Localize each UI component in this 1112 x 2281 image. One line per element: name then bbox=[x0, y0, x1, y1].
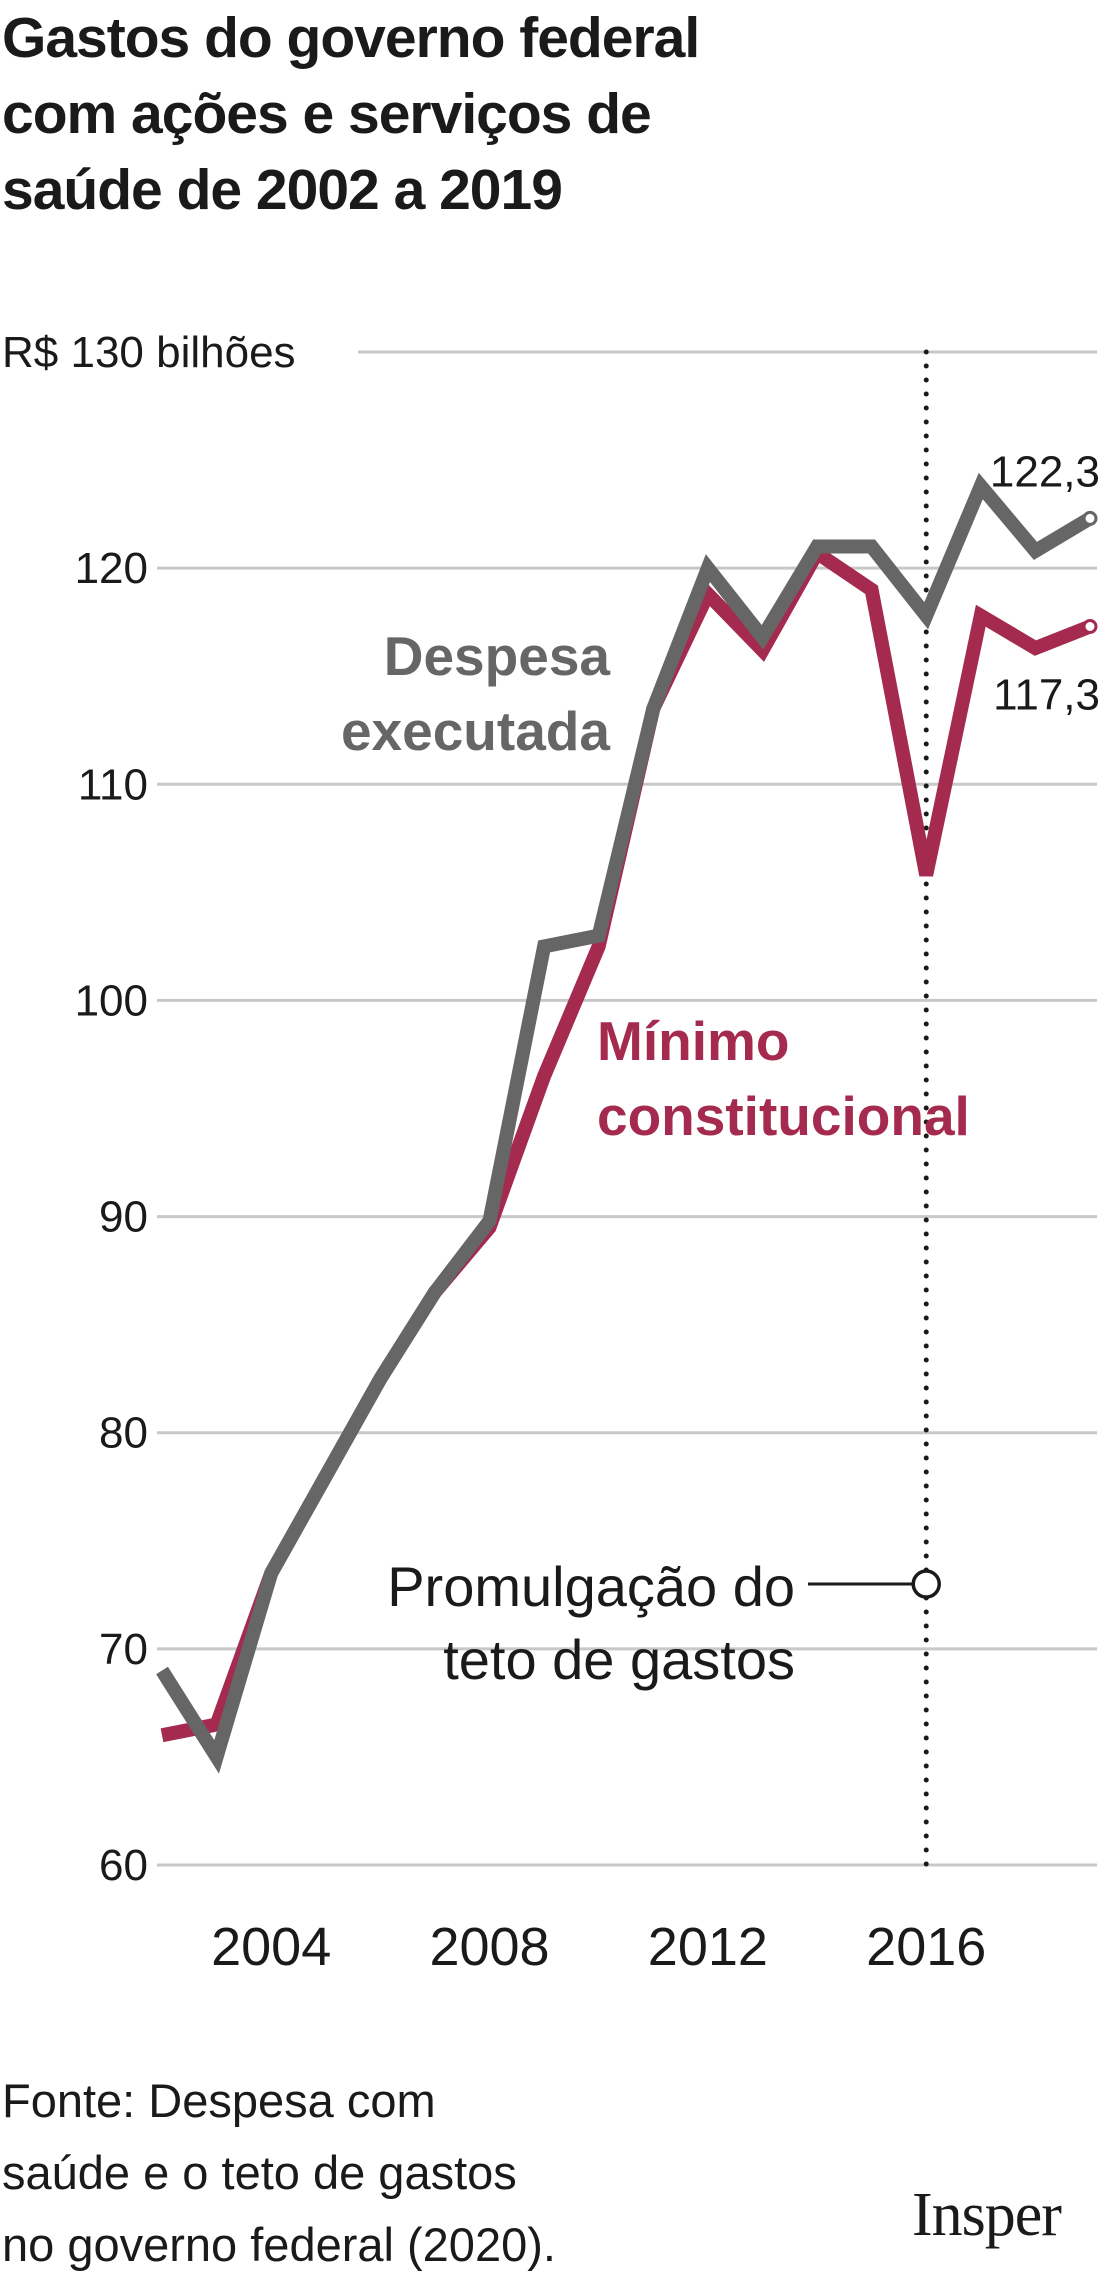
series-layer bbox=[156, 472, 1098, 1774]
y-axis-tick-labels: 60 70 80 90 100 110 120 R$ 130 bilhões bbox=[2, 328, 296, 1890]
end-label-despesa-executada: 122,3 bbox=[990, 447, 1100, 496]
x-tick-label-2008: 2008 bbox=[429, 1917, 549, 1977]
annotation-marker bbox=[911, 1569, 941, 1599]
y-tick-label-70: 70 bbox=[99, 1625, 148, 1674]
title-line-2: com ações e serviços de bbox=[2, 82, 652, 146]
series-label-despesa-line-2: executada bbox=[341, 700, 610, 762]
title-line-3: saúde de 2002 a 2019 bbox=[2, 158, 563, 222]
annotation-text-line-1: Promulgação do bbox=[387, 1555, 795, 1618]
y-tick-label-110: 110 bbox=[78, 760, 148, 809]
end-marker-despesa-executada bbox=[1082, 510, 1098, 526]
x-tick-label-2016: 2016 bbox=[866, 1917, 986, 1977]
source-line-3: no governo federal (2020). bbox=[2, 2218, 556, 2271]
source-line-2: saúde e o teto de gastos bbox=[2, 2146, 517, 2199]
series-label-minimo-line-1: Mínimo bbox=[597, 1010, 789, 1072]
x-tick-label-2004: 2004 bbox=[211, 1917, 331, 1977]
annotation-text-line-2: teto de gastos bbox=[443, 1628, 795, 1691]
y-tick-label-60: 60 bbox=[99, 1841, 148, 1890]
x-axis-tick-labels: 2004 2008 2012 2016 bbox=[211, 1917, 986, 1977]
source-line-1: Fonte: Despesa com bbox=[2, 2074, 436, 2127]
y-tick-label-120: 120 bbox=[75, 544, 148, 593]
y-tick-label-80: 80 bbox=[99, 1409, 148, 1458]
insper-logo: Insper bbox=[912, 2181, 1062, 2249]
title-line-1: Gastos do governo federal bbox=[2, 6, 700, 70]
series-line-despesa-executada bbox=[156, 472, 1094, 1774]
y-tick-label-90: 90 bbox=[99, 1193, 148, 1242]
label-layer: 122,3 117,3 Despesa executada Mínimo constitu… bbox=[341, 447, 1100, 1691]
series-label-minimo-line-2: constitucional bbox=[597, 1085, 970, 1147]
end-label-minimo-constitucional: 117,3 bbox=[993, 671, 1100, 720]
line-chart: 60 70 80 90 100 110 120 R$ 130 bilhões 2004 2008… bbox=[2, 328, 1100, 1977]
chart-title: Gastos do governo federal com ações e se… bbox=[2, 0, 1102, 228]
gridlines bbox=[157, 350, 1097, 1867]
source-note: Fonte: Despesa com saúde e o teto de gas… bbox=[2, 2065, 556, 2281]
end-marker-minimo-constitucional bbox=[1082, 619, 1098, 635]
series-label-despesa-line-1: Despesa bbox=[384, 625, 611, 687]
y-tick-label-100: 100 bbox=[75, 976, 148, 1025]
y-axis-title: R$ 130 bilhões bbox=[2, 328, 296, 377]
x-tick-label-2012: 2012 bbox=[648, 1917, 768, 1977]
